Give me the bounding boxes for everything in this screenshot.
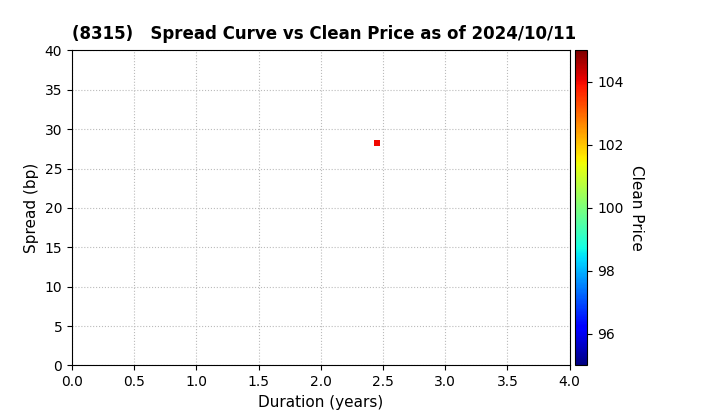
Text: (8315)   Spread Curve vs Clean Price as of 2024/10/11: (8315) Spread Curve vs Clean Price as of… [72, 25, 576, 43]
X-axis label: Duration (years): Duration (years) [258, 395, 384, 409]
Point [371, 140, 382, 147]
Y-axis label: Clean Price: Clean Price [629, 165, 644, 251]
Y-axis label: Spread (bp): Spread (bp) [24, 163, 39, 253]
